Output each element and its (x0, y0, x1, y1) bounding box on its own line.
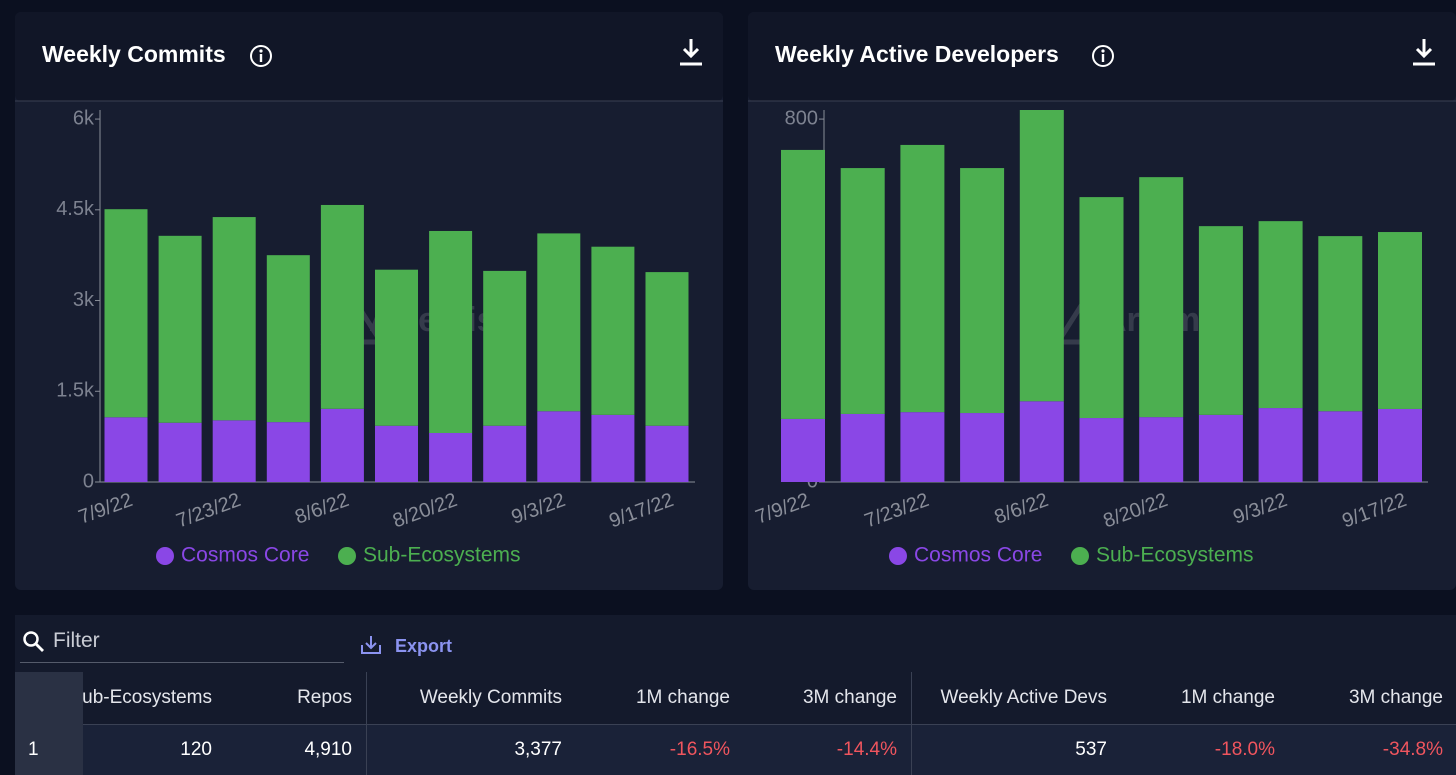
bar-segment (1318, 236, 1363, 412)
bar-segment (266, 422, 310, 482)
bar-segment (781, 149, 825, 419)
bar-segment (1318, 411, 1363, 482)
column-header: 3M change (1348, 687, 1443, 708)
column-divider (911, 672, 912, 775)
legend-label: Sub-Ecosystems (363, 544, 521, 567)
legend-swatch (338, 547, 356, 565)
bar-segment (1258, 408, 1303, 482)
legend-swatch (156, 547, 174, 565)
column-header: Weekly Commits (419, 687, 562, 708)
search-icon (23, 631, 44, 652)
bar-segment (840, 168, 885, 414)
frozen-column (15, 672, 83, 775)
bar-segment (1019, 110, 1064, 402)
data-table: Filter Export Sub-Ecosystems Repos Weekly … (15, 615, 1456, 775)
bar-segment (591, 246, 635, 415)
table-cell: -16.5% (669, 739, 730, 760)
bar-segment (158, 235, 202, 423)
bar-segment (429, 433, 473, 482)
column-header: Weekly Active Devs (940, 687, 1107, 708)
info-icon[interactable] (1092, 45, 1114, 67)
bar-segment (1139, 417, 1184, 482)
bar-segment (320, 408, 364, 482)
export-icon[interactable] (360, 634, 382, 656)
bar-segment (537, 411, 581, 482)
row-number: 1 (28, 739, 39, 760)
chart-title: Weekly Commits (42, 41, 226, 67)
download-icon[interactable] (680, 39, 702, 66)
bar-segment (104, 417, 148, 482)
input-underline (20, 662, 344, 663)
download-icon[interactable] (1413, 39, 1435, 66)
y-tick-label: 1.5k (56, 380, 95, 402)
bar-segment (645, 272, 689, 426)
bar-segment (1079, 197, 1124, 419)
bar-segment (537, 233, 581, 412)
table-cell: -34.8% (1382, 739, 1443, 760)
bar-segment (1198, 226, 1243, 415)
bar-segment (900, 412, 945, 482)
bar-segment (375, 425, 418, 482)
bar-segment (591, 414, 635, 482)
bar-segment (1378, 408, 1422, 482)
bar-segment (375, 269, 418, 426)
bar-segment (1258, 221, 1303, 409)
export-button[interactable]: Export (395, 636, 453, 656)
column-header: 1M change (635, 687, 730, 708)
column-header: Repos (297, 687, 352, 708)
table-cell: 537 (1075, 739, 1107, 760)
bar-segment (960, 413, 1005, 482)
bar-segment (483, 270, 527, 426)
bar-segment (645, 425, 689, 482)
y-tick-label: 0 (83, 470, 94, 492)
table-cell: 3,377 (514, 739, 562, 760)
charts: Weekly Commits Weekly Active Developers … (15, 12, 1456, 590)
table-cell: 120 (180, 739, 212, 760)
bar-segment (320, 204, 364, 409)
bar-segment (212, 217, 256, 421)
y-tick-label: 3k (73, 289, 95, 311)
table-row (83, 725, 1456, 775)
legend-swatch (1071, 547, 1089, 565)
bar-segment (158, 422, 202, 482)
column-header: Sub-Ecosystems (83, 687, 212, 708)
bar-segment (212, 420, 256, 482)
column-divider (366, 672, 367, 775)
bar-segment (1019, 401, 1064, 482)
legend-label: Sub-Ecosystems (1096, 544, 1254, 567)
bar-segment (1378, 232, 1422, 409)
bar-segment (483, 425, 527, 482)
table-cell: -14.4% (836, 739, 897, 760)
bar-segment (429, 230, 473, 434)
bar-segment (266, 255, 310, 423)
legend-swatch (889, 547, 907, 565)
bar-segment (840, 413, 885, 482)
filter-input[interactable]: Filter (53, 629, 100, 652)
column-header: 1M change (1180, 687, 1275, 708)
y-tick-label: 800 (785, 107, 818, 129)
bar-segment (900, 144, 945, 413)
card-header (15, 12, 723, 101)
bar-segment (1198, 414, 1243, 482)
y-tick-label: 4.5k (56, 198, 95, 220)
info-icon[interactable] (250, 45, 272, 67)
column-header: 3M change (802, 687, 897, 708)
table-cell: 4,910 (304, 739, 352, 760)
y-tick-label: 6k (73, 107, 95, 129)
bar-segment (781, 418, 825, 482)
table-cell: -18.0% (1214, 739, 1275, 760)
bar-segment (104, 209, 148, 418)
legend-label: Cosmos Core (914, 544, 1042, 567)
bar-segment (960, 168, 1005, 414)
legend-label: Cosmos Core (181, 544, 309, 567)
row-divider (83, 724, 1456, 725)
chart-title: Weekly Active Developers (775, 41, 1059, 67)
bar-segment (1079, 418, 1124, 482)
bar-segment (1139, 177, 1184, 418)
